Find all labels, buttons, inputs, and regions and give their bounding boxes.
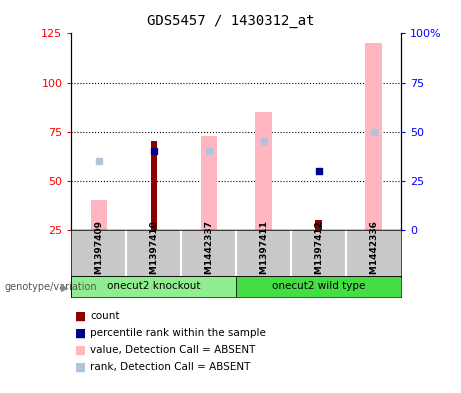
Bar [151, 141, 157, 230]
Text: ■: ■ [75, 310, 86, 323]
Text: ■: ■ [75, 360, 86, 374]
Text: ■: ■ [75, 327, 86, 340]
Bar [315, 220, 322, 230]
Text: GSM1442337: GSM1442337 [204, 220, 213, 287]
Bar [255, 112, 272, 230]
Text: percentile rank within the sample: percentile rank within the sample [90, 328, 266, 338]
Text: GSM1397410: GSM1397410 [149, 220, 159, 287]
Text: GSM1397409: GSM1397409 [95, 220, 103, 287]
Bar [366, 43, 382, 230]
Text: genotype/variation: genotype/variation [5, 282, 97, 292]
Text: onecut2 wild type: onecut2 wild type [272, 281, 366, 292]
Bar [91, 200, 107, 230]
Text: ▶: ▶ [61, 282, 68, 292]
Text: GSM1397412: GSM1397412 [314, 220, 323, 287]
Text: count: count [90, 311, 119, 321]
Text: GDS5457 / 1430312_at: GDS5457 / 1430312_at [147, 14, 314, 28]
Text: rank, Detection Call = ABSENT: rank, Detection Call = ABSENT [90, 362, 250, 372]
Bar [236, 276, 401, 297]
Text: ■: ■ [75, 343, 86, 357]
Text: value, Detection Call = ABSENT: value, Detection Call = ABSENT [90, 345, 255, 355]
Text: onecut2 knockout: onecut2 knockout [107, 281, 201, 292]
Text: GSM1397411: GSM1397411 [259, 220, 268, 287]
Bar [201, 136, 217, 230]
Text: GSM1442336: GSM1442336 [369, 220, 378, 287]
Bar [71, 276, 236, 297]
